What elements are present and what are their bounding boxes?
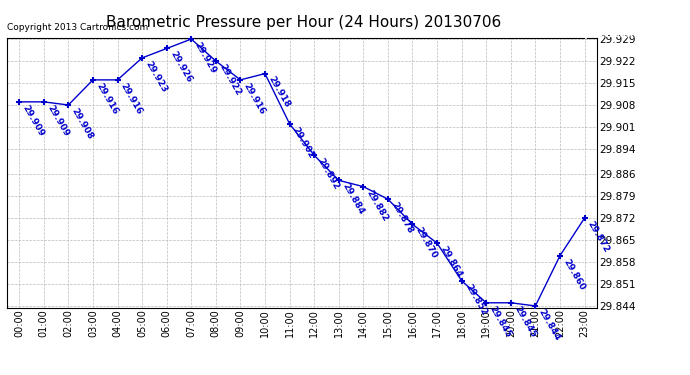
Text: Pressure  (Inches/Hg): Pressure (Inches/Hg) — [524, 29, 651, 39]
Text: Barometric Pressure per Hour (24 Hours) 20130706: Barometric Pressure per Hour (24 Hours) … — [106, 15, 501, 30]
Text: 29.926: 29.926 — [168, 50, 193, 85]
Text: 29.845: 29.845 — [512, 304, 538, 339]
Text: Copyright 2013 Cartronics.com: Copyright 2013 Cartronics.com — [7, 23, 148, 32]
Text: 29.922: 29.922 — [217, 62, 242, 97]
Text: 29.872: 29.872 — [586, 219, 611, 254]
Text: 29.882: 29.882 — [365, 188, 390, 223]
Text: 29.845: 29.845 — [488, 304, 513, 339]
Text: 29.860: 29.860 — [562, 257, 586, 292]
Text: 29.909: 29.909 — [45, 103, 70, 138]
Text: 29.909: 29.909 — [21, 103, 46, 138]
Text: 29.852: 29.852 — [463, 282, 489, 317]
Text: 29.892: 29.892 — [315, 157, 341, 191]
Text: 29.844: 29.844 — [537, 308, 562, 342]
Text: 29.916: 29.916 — [119, 81, 144, 116]
Text: 29.916: 29.916 — [241, 81, 267, 116]
Text: 29.929: 29.929 — [193, 40, 218, 75]
Text: 29.884: 29.884 — [340, 182, 366, 216]
Text: 29.923: 29.923 — [144, 59, 169, 94]
Text: 29.918: 29.918 — [266, 75, 292, 110]
Text: 29.902: 29.902 — [291, 125, 316, 160]
Text: 29.870: 29.870 — [414, 226, 439, 260]
Text: 29.878: 29.878 — [389, 201, 415, 235]
Text: 29.908: 29.908 — [70, 106, 95, 141]
Text: 29.916: 29.916 — [95, 81, 119, 116]
Text: 29.864: 29.864 — [438, 244, 464, 279]
